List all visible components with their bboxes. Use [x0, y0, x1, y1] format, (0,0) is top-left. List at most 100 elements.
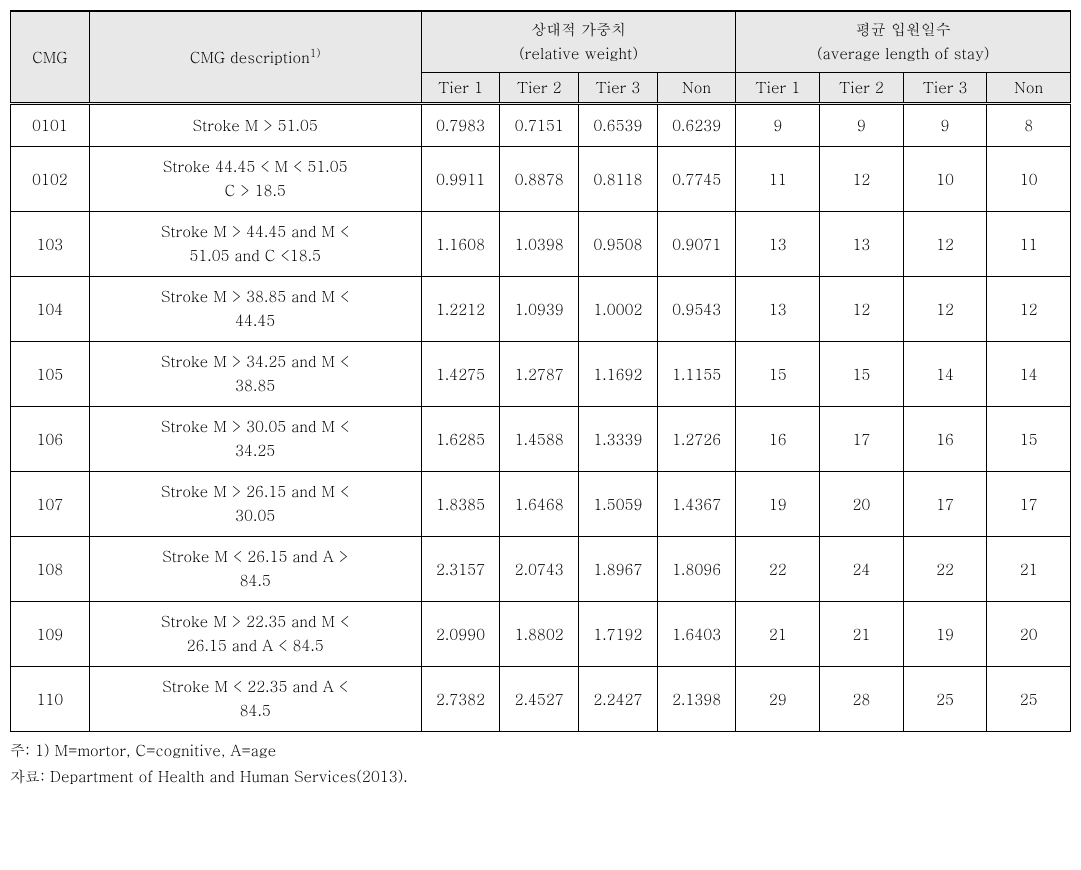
cell-los-tier1: 21	[736, 602, 820, 667]
cell-cmg: 0102	[11, 147, 90, 212]
cell-rw-tier3: 1.5059	[579, 472, 658, 537]
cell-rw-tier2: 1.6468	[500, 472, 579, 537]
cell-los-tier3: 12	[903, 212, 987, 277]
cell-los-tier3: 22	[903, 537, 987, 602]
cell-los-tier2: 28	[820, 667, 904, 732]
header-rw-ko: 상대적 가중치	[531, 19, 626, 40]
cell-cmg: 107	[11, 472, 90, 537]
header-los-ko: 평균 입원일수	[856, 19, 951, 40]
cell-rw-tier1: 2.0990	[421, 602, 500, 667]
cell-description: Stroke M > 38.85 and M <44.45	[89, 277, 421, 342]
header-description-sup: 1)	[310, 46, 321, 61]
cell-los-tier4: 25	[987, 667, 1071, 732]
cell-los-tier4: 10	[987, 147, 1071, 212]
cell-cmg: 106	[11, 407, 90, 472]
cell-rw-tier3: 1.3339	[579, 407, 658, 472]
cell-rw-tier4: 0.9543	[657, 277, 736, 342]
cell-los-tier2: 21	[820, 602, 904, 667]
cell-los-tier2: 17	[820, 407, 904, 472]
cell-rw-tier2: 0.7151	[500, 104, 579, 147]
cell-rw-tier1: 1.8385	[421, 472, 500, 537]
cell-rw-tier4: 1.2726	[657, 407, 736, 472]
cell-rw-tier1: 1.6285	[421, 407, 500, 472]
cell-rw-tier1: 0.9911	[421, 147, 500, 212]
cell-los-tier2: 15	[820, 342, 904, 407]
cell-los-tier4: 14	[987, 342, 1071, 407]
header-description-text: CMG description	[190, 47, 310, 68]
cell-cmg: 103	[11, 212, 90, 277]
header-los-en: (average length of stay)	[817, 43, 989, 64]
table-row: 110Stroke M < 22.35 and A <84.52.73822.4…	[11, 667, 1071, 732]
header-avg-los: 평균 입원일수 (average length of stay)	[736, 11, 1071, 73]
cell-cmg: 0101	[11, 104, 90, 147]
cmg-table: CMG CMG description1) 상대적 가중치 (relative …	[10, 10, 1071, 732]
cell-los-tier1: 19	[736, 472, 820, 537]
header-rw-tier1: Tier 1	[421, 73, 500, 104]
cell-los-tier4: 12	[987, 277, 1071, 342]
header-rw-tier3: Tier 3	[579, 73, 658, 104]
footnote-source: 자료: Department of Health and Human Servi…	[10, 764, 1071, 790]
cell-rw-tier3: 2.2427	[579, 667, 658, 732]
cell-rw-tier3: 0.6539	[579, 104, 658, 147]
cell-los-tier4: 17	[987, 472, 1071, 537]
table-row: 106Stroke M > 30.05 and M <34.251.62851.…	[11, 407, 1071, 472]
cell-rw-tier2: 1.0939	[500, 277, 579, 342]
cell-cmg: 104	[11, 277, 90, 342]
cell-description: Stroke 44.45 < M < 51.05C > 18.5	[89, 147, 421, 212]
cell-rw-tier2: 1.2787	[500, 342, 579, 407]
cell-rw-tier1: 1.2212	[421, 277, 500, 342]
cell-los-tier4: 11	[987, 212, 1071, 277]
cell-rw-tier2: 2.0743	[500, 537, 579, 602]
cell-rw-tier1: 1.4275	[421, 342, 500, 407]
cell-rw-tier4: 2.1398	[657, 667, 736, 732]
cell-los-tier1: 13	[736, 212, 820, 277]
header-rw-tier2: Tier 2	[500, 73, 579, 104]
cell-los-tier3: 17	[903, 472, 987, 537]
cell-rw-tier3: 1.7192	[579, 602, 658, 667]
header-relative-weight: 상대적 가중치 (relative weight)	[421, 11, 736, 73]
cell-rw-tier4: 0.9071	[657, 212, 736, 277]
cell-rw-tier3: 1.8967	[579, 537, 658, 602]
cell-los-tier4: 21	[987, 537, 1071, 602]
cell-rw-tier2: 0.8878	[500, 147, 579, 212]
cell-rw-tier1: 0.7983	[421, 104, 500, 147]
header-rw-en: (relative weight)	[519, 43, 638, 64]
cell-rw-tier3: 0.8118	[579, 147, 658, 212]
cell-rw-tier1: 1.1608	[421, 212, 500, 277]
cell-rw-tier3: 0.9508	[579, 212, 658, 277]
cell-description: Stroke M > 30.05 and M <34.25	[89, 407, 421, 472]
cell-rw-tier4: 0.6239	[657, 104, 736, 147]
cell-rw-tier3: 1.0002	[579, 277, 658, 342]
table-row: 108Stroke M < 26.15 and A >84.52.31572.0…	[11, 537, 1071, 602]
cell-rw-tier2: 1.4588	[500, 407, 579, 472]
cell-los-tier2: 12	[820, 147, 904, 212]
header-cmg: CMG	[11, 11, 90, 104]
cell-rw-tier4: 0.7745	[657, 147, 736, 212]
cell-los-tier1: 16	[736, 407, 820, 472]
table-header: CMG CMG description1) 상대적 가중치 (relative …	[11, 11, 1071, 104]
cell-los-tier3: 14	[903, 342, 987, 407]
cell-los-tier4: 20	[987, 602, 1071, 667]
cell-description: Stroke M > 51.05	[89, 104, 421, 147]
cell-los-tier1: 9	[736, 104, 820, 147]
cell-los-tier2: 9	[820, 104, 904, 147]
footnotes: 주: 1) M=mortor, C=cognitive, A=age 자료: D…	[10, 738, 1071, 789]
cell-los-tier3: 25	[903, 667, 987, 732]
cell-cmg: 110	[11, 667, 90, 732]
cell-description: Stroke M > 22.35 and M <26.15 and A < 84…	[89, 602, 421, 667]
cell-description: Stroke M < 22.35 and A <84.5	[89, 667, 421, 732]
cell-los-tier3: 10	[903, 147, 987, 212]
header-los-tier1: Tier 1	[736, 73, 820, 104]
cell-rw-tier2: 2.4527	[500, 667, 579, 732]
cell-los-tier4: 15	[987, 407, 1071, 472]
header-los-non: Non	[987, 73, 1071, 104]
cell-los-tier3: 16	[903, 407, 987, 472]
cell-los-tier3: 19	[903, 602, 987, 667]
cell-description: Stroke M < 26.15 and A >84.5	[89, 537, 421, 602]
table-body: 0101Stroke M > 51.050.79830.71510.65390.…	[11, 104, 1071, 732]
cell-rw-tier2: 1.0398	[500, 212, 579, 277]
table-row: 109Stroke M > 22.35 and M <26.15 and A <…	[11, 602, 1071, 667]
cell-description: Stroke M > 26.15 and M <30.05	[89, 472, 421, 537]
cell-los-tier3: 9	[903, 104, 987, 147]
header-los-tier2: Tier 2	[820, 73, 904, 104]
